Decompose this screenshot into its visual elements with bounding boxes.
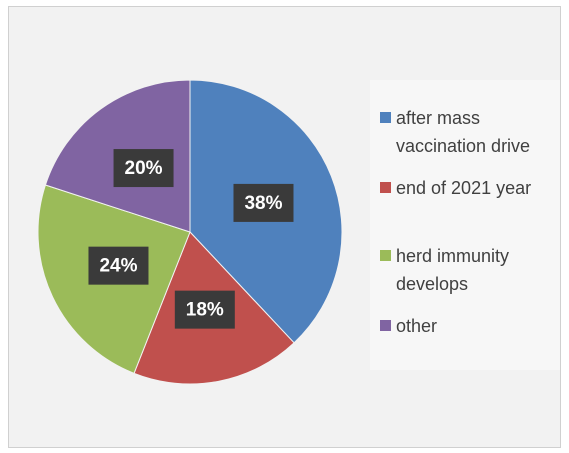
legend-item: herd immunity develops (380, 242, 564, 298)
legend-item: after mass vaccination drive (380, 104, 564, 160)
data-label-box (233, 183, 294, 222)
data-label: 38% (244, 193, 282, 214)
legend-swatch (380, 320, 391, 331)
legend-item: other (380, 312, 564, 340)
data-label-box (88, 246, 149, 285)
legend-swatch (380, 182, 391, 193)
legend-swatch (380, 112, 391, 123)
legend-item: end of 2021 year (380, 174, 564, 202)
data-label-box (174, 290, 235, 329)
data-label: 18% (186, 300, 224, 321)
data-label-box (113, 149, 174, 188)
data-label: 24% (99, 256, 137, 277)
legend: after mass vaccination drive end of 2021 … (370, 80, 560, 370)
legend-label: other (396, 316, 438, 336)
legend-label: herd immunity develops (396, 246, 510, 294)
data-label: 20% (125, 158, 163, 179)
legend-swatch (380, 250, 391, 261)
legend-label: after mass vaccination drive (396, 108, 531, 156)
legend-label: end of 2021 year (396, 178, 532, 198)
